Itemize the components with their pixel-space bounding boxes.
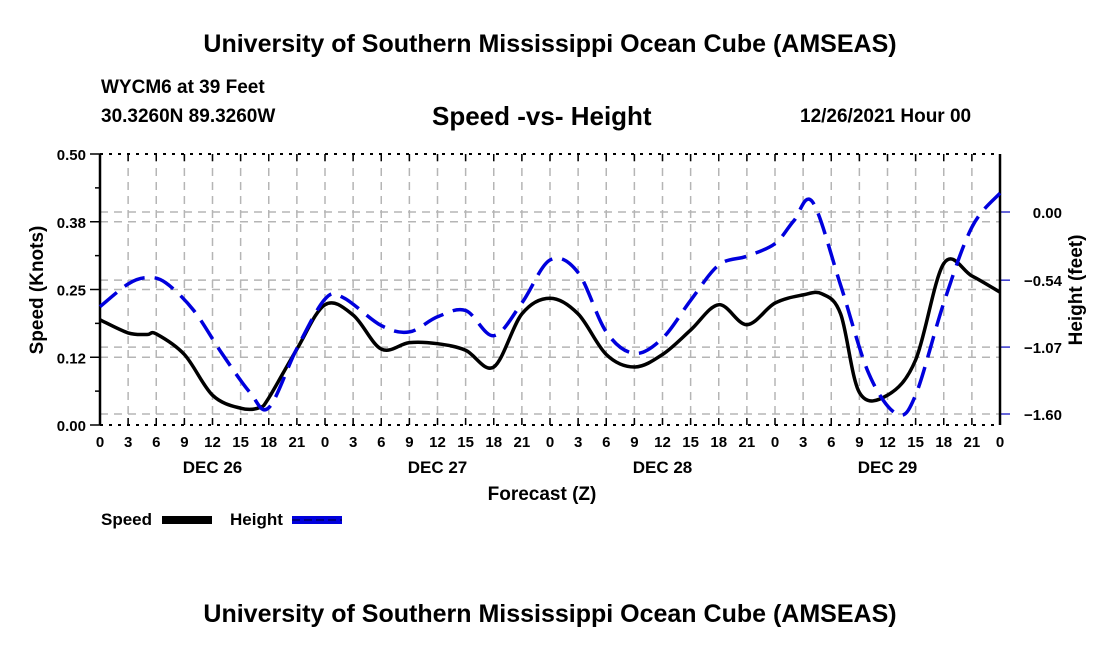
x-tick-label: 18	[710, 434, 727, 451]
x-tick-label: 9	[630, 434, 638, 451]
x-tick-label: 15	[907, 434, 924, 451]
y-tick-label: 0.25	[57, 283, 86, 300]
x-tick-label: 9	[180, 434, 188, 451]
x-tick-label: 21	[739, 434, 756, 451]
x-tick-label: 15	[457, 434, 474, 451]
legend-label-speed: Speed	[101, 510, 152, 529]
station-label: WYCM6 at 39 Feet	[101, 77, 265, 98]
footer-title: University of Southern Mississippi Ocean…	[203, 600, 897, 628]
y2-axis-title: Height (feet)	[1066, 235, 1087, 346]
x-tick-label: 0	[546, 434, 554, 451]
coordinates-label: 30.3260N 89.3260W	[101, 106, 276, 127]
x-tick-label: 15	[682, 434, 699, 451]
legend: Speed Height	[101, 510, 342, 529]
x-tick-label: 12	[879, 434, 896, 451]
x-tick-label: 21	[289, 434, 306, 451]
x-tick-label: 18	[485, 434, 502, 451]
x-tick-label: 18	[260, 434, 277, 451]
legend-swatch-speed	[162, 516, 212, 524]
x-tick-label: 12	[429, 434, 446, 451]
y-tick-label: 0.12	[57, 350, 86, 367]
y-tick-label: 0.00	[57, 418, 86, 435]
axis-labels: 0 3 6 9 12 15 18 21 0 3 6 9 12 15 18 21 0 3 6 9 12 15 18 21 0 3 6 9…	[27, 147, 1087, 505]
y2-tick-label: −0.54	[1024, 273, 1063, 290]
x-tick-label: 3	[124, 434, 132, 451]
x-day-label: DEC 28	[633, 458, 693, 477]
x-tick-label: 6	[602, 434, 610, 451]
legend-label-height: Height	[230, 510, 283, 529]
x-axis-title: Forecast (Z)	[488, 484, 597, 505]
x-tick-label: 0	[771, 434, 779, 451]
x-tick-label: 3	[349, 434, 357, 451]
x-day-label: DEC 29	[858, 458, 918, 477]
main-title: University of Southern Mississippi Ocean…	[203, 30, 897, 58]
x-tick-label: 12	[654, 434, 671, 451]
x-tick-label: 12	[204, 434, 221, 451]
x-tick-label: 6	[377, 434, 385, 451]
axes	[90, 153, 1010, 426]
series-line-speed	[99, 257, 1001, 412]
x-tick-label: 6	[152, 434, 160, 451]
x-tick-label: 0	[321, 434, 329, 451]
x-tick-label: 3	[799, 434, 807, 451]
series-layer	[98, 191, 1002, 417]
y-tick-label: 0.50	[57, 147, 86, 164]
x-tick-label: 18	[935, 434, 952, 451]
forecast-datetime: 12/26/2021 Hour 00	[800, 106, 972, 127]
x-day-label: DEC 26	[183, 458, 243, 477]
grid	[100, 154, 1000, 425]
x-day-label: DEC 27	[408, 458, 468, 477]
x-tick-label: 21	[964, 434, 981, 451]
x-tick-label: 0	[996, 434, 1004, 451]
y2-tick-label: −1.60	[1024, 407, 1062, 424]
x-tick-label: 15	[232, 434, 249, 451]
y-tick-label: 0.38	[57, 215, 86, 232]
x-tick-label: 3	[574, 434, 582, 451]
x-tick-label: 9	[855, 434, 863, 451]
y2-tick-label: 0.00	[1033, 205, 1062, 222]
chart-title: Speed -vs- Height	[432, 101, 652, 131]
x-tick-label: 6	[827, 434, 835, 451]
y2-tick-label: −1.07	[1024, 340, 1062, 357]
series-line-height	[98, 191, 1002, 417]
x-tick-label: 21	[514, 434, 531, 451]
x-tick-label: 9	[405, 434, 413, 451]
y-axis-title: Speed (Knots)	[27, 226, 48, 355]
x-tick-label: 0	[96, 434, 104, 451]
